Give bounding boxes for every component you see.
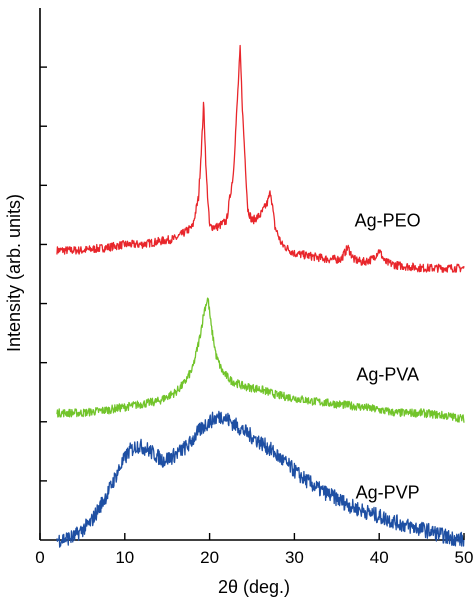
x-tick-label: 30 [285, 548, 304, 567]
x-axis-label: 2θ (deg.) [218, 577, 290, 597]
labels-layer: 2θ (deg.) Intensity (arb. units) Ag-PEO A… [4, 194, 421, 597]
x-tick-label: 10 [115, 548, 134, 567]
ticks-layer: 0 10 20 30 40 50 [35, 66, 474, 567]
series-label-ag-pvp: Ag-PVP [356, 483, 420, 503]
x-tick-label: 20 [200, 548, 219, 567]
series-label-ag-peo: Ag-PEO [355, 211, 421, 231]
x-tick-label: 0 [35, 548, 44, 567]
series-label-ag-pva: Ag-PVA [356, 364, 419, 384]
plot-frame [39, 8, 464, 541]
series-layer [56, 44, 465, 548]
series-line-ag-pvp [56, 410, 465, 548]
series-line-ag-pva [56, 297, 465, 423]
y-axis-label: Intensity (arb. units) [4, 194, 24, 352]
x-tick-label: 40 [370, 548, 389, 567]
x-tick-label: 50 [455, 548, 474, 567]
series-line-ag-peo [56, 44, 465, 273]
